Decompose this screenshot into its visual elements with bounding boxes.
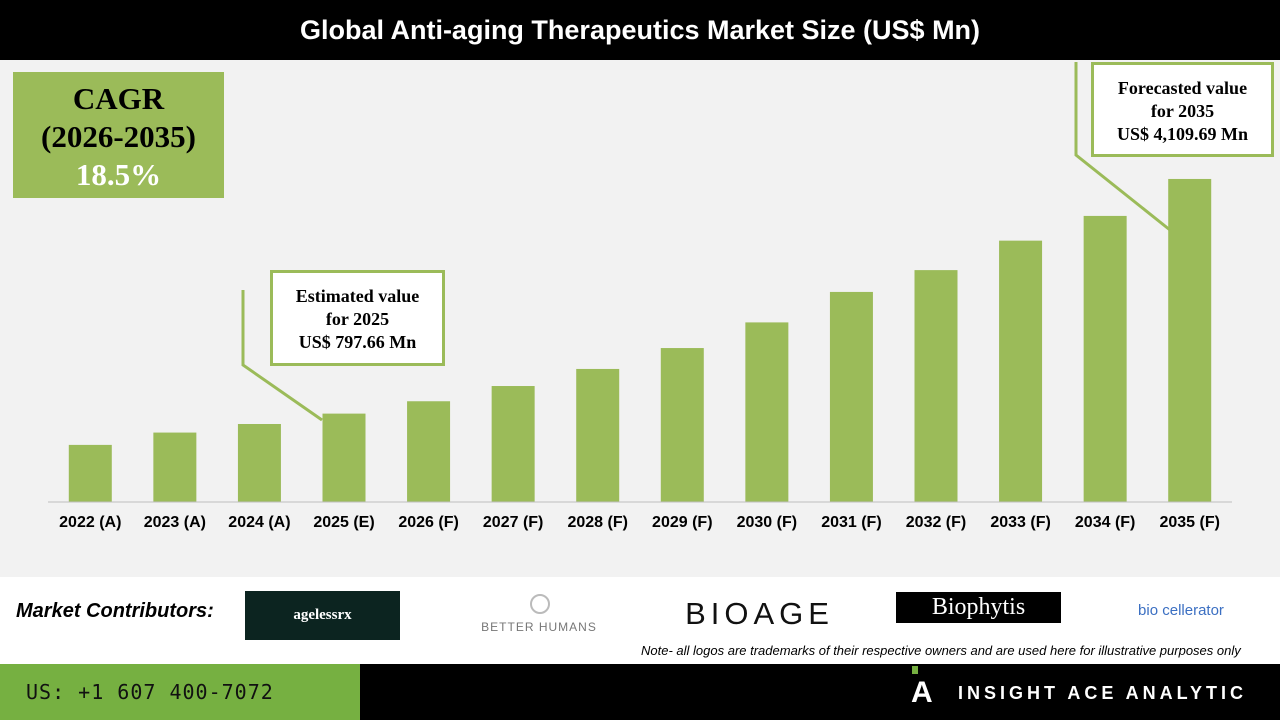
bar-2025-e- bbox=[322, 413, 366, 502]
x-tick-label: 2026 (F) bbox=[398, 514, 459, 531]
better-humans-mark-icon bbox=[530, 594, 550, 614]
logo-bioage: BIOAGE bbox=[685, 596, 834, 631]
x-tick-label: 2030 (F) bbox=[736, 514, 798, 531]
bar-2024-a- bbox=[237, 423, 281, 502]
chart-title: Global Anti-aging Therapeutics Market Si… bbox=[0, 0, 1280, 60]
cagr-label: CAGR bbox=[72, 81, 165, 116]
x-tick-label: 2031 (F) bbox=[821, 514, 882, 531]
bar-2031-f- bbox=[829, 291, 873, 502]
x-tick-label: 2023 (A) bbox=[143, 514, 206, 531]
bar-2034-f- bbox=[1083, 215, 1127, 502]
bar-2022-a- bbox=[68, 444, 112, 502]
cagr-period: (2026-2035) bbox=[41, 119, 196, 154]
bar-2023-a- bbox=[153, 432, 197, 502]
logo-biocellerator: bio cellerator bbox=[1138, 601, 1224, 619]
callout-2035: Forecasted value for 2035 US$ 4,109.69 M… bbox=[1091, 62, 1274, 157]
callout-value: US$ 797.66 Mn bbox=[298, 332, 417, 352]
cagr-box: CAGR (2026-2035) 18.5% bbox=[13, 72, 224, 198]
brand-name: INSIGHT ACE ANALYTIC bbox=[958, 683, 1248, 703]
callout-2025: Estimated value for 2025 US$ 797.66 Mn bbox=[270, 270, 445, 366]
callout-line: for 2025 bbox=[325, 309, 390, 329]
market-contributors-label: Market Contributors: bbox=[16, 600, 214, 622]
x-tick-label: 2027 (F) bbox=[482, 514, 544, 531]
bar-2028-f- bbox=[576, 368, 620, 502]
logo-biophytis: Biophytis bbox=[896, 592, 1061, 623]
trademark-note: Note- all logos are trademarks of their … bbox=[641, 643, 1241, 658]
bar-2029-f- bbox=[660, 348, 704, 502]
footer-bar bbox=[360, 664, 1280, 720]
bar-2032-f- bbox=[914, 270, 958, 502]
callout-line: Forecasted value bbox=[1117, 78, 1248, 98]
callout-value: US$ 4,109.69 Mn bbox=[1116, 124, 1248, 144]
x-tick-label: 2034 (F) bbox=[1074, 514, 1136, 531]
brand-logo-icon: A bbox=[911, 676, 933, 709]
x-tick-label: 2025 (E) bbox=[313, 514, 375, 531]
logo-agelessrx: agelessrx bbox=[245, 591, 400, 640]
callout-line: for 2035 bbox=[1150, 101, 1215, 121]
x-tick-label: 2024 (A) bbox=[228, 514, 291, 531]
x-tick-label: 2022 (A) bbox=[59, 514, 122, 531]
phone-number: US: +1 607 400-7072 bbox=[0, 664, 360, 720]
callout-leader-2035 bbox=[1074, 62, 1171, 232]
cagr-value: 18.5% bbox=[75, 157, 162, 192]
logo-better-humans: BETTER HUMANS bbox=[481, 620, 597, 634]
bar-2035-f- bbox=[1168, 178, 1212, 502]
bar-2033-f- bbox=[999, 240, 1043, 502]
x-tick-label: 2033 (F) bbox=[990, 514, 1051, 531]
callout-leader-2025 bbox=[241, 290, 323, 422]
x-tick-label: 2035 (F) bbox=[1159, 514, 1220, 531]
chart-svg bbox=[48, 62, 1232, 503]
bar-2027-f- bbox=[491, 386, 535, 502]
x-tick-label: 2028 (F) bbox=[567, 514, 628, 531]
callout-line: Estimated value bbox=[295, 286, 420, 306]
bar-2030-f- bbox=[745, 322, 789, 502]
bar-2026-f- bbox=[407, 401, 451, 502]
x-tick-label: 2029 (F) bbox=[652, 514, 713, 531]
brand-logo-accent bbox=[912, 666, 918, 674]
x-tick-label: 2032 (F) bbox=[905, 514, 967, 531]
